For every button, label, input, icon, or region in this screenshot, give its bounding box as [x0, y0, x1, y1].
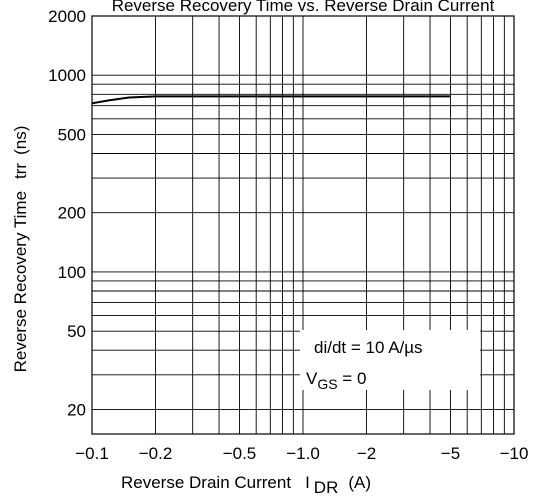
y-tick-label: 1000	[48, 66, 86, 85]
y-tick-label: 100	[58, 263, 86, 282]
y-tick-label: 20	[67, 400, 86, 419]
chart-title: Reverse Recovery Time vs. Reverse Drain …	[112, 0, 495, 15]
y-axis-label: Reverse Recovery Timetrr(ns)	[11, 126, 30, 373]
plot-frame	[91, 15, 515, 435]
y-tick-label: 200	[58, 204, 86, 223]
annotation-vgs: VGS = 0	[306, 369, 366, 392]
y-tick-label: 2000	[48, 7, 86, 26]
x-axis-label: Reverse Drain Current I DR (A)	[121, 473, 371, 497]
y-tick-label: 50	[67, 322, 86, 341]
x-tick-label: −0.2	[139, 444, 173, 463]
series-line-0	[91, 95, 451, 105]
x-tick-label: −2	[357, 444, 376, 463]
x-tick-label: −5	[441, 444, 460, 463]
y-tick-label: 500	[58, 125, 86, 144]
x-tick-label: −0.5	[223, 444, 257, 463]
y-tick-labels: 2000 1000 500 200 100 50 20	[48, 7, 86, 419]
annotation-didt: di/dt = 10 A/µs	[314, 338, 423, 357]
series-group	[91, 95, 451, 105]
x-tick-labels: −0.1 −0.2 −0.5 −1.0 −2 −5 −10	[75, 444, 528, 463]
x-tick-label: −1.0	[286, 444, 320, 463]
annotation-box: di/dt = 10 A/µs VGS = 0	[300, 330, 480, 392]
x-tick-label: −0.1	[75, 444, 109, 463]
x-tick-label: −10	[500, 444, 529, 463]
